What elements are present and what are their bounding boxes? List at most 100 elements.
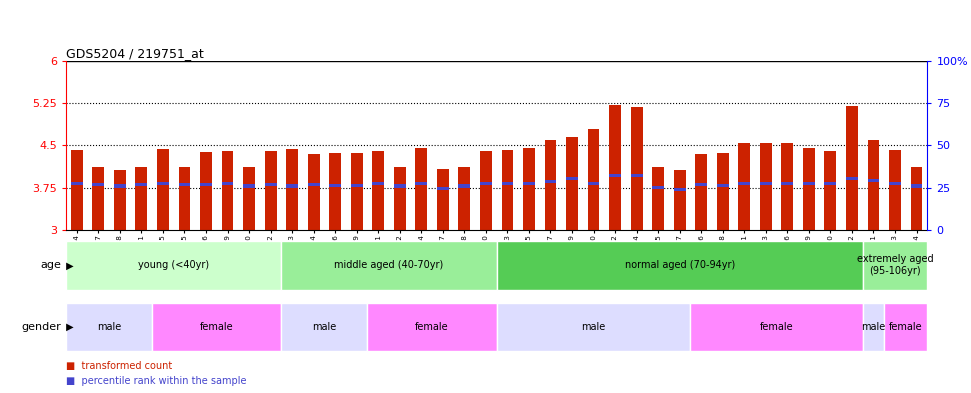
Bar	[114, 184, 126, 187]
Bar	[911, 167, 922, 230]
Bar	[674, 170, 686, 230]
Bar	[523, 148, 535, 230]
Bar	[200, 152, 212, 230]
Bar	[179, 183, 190, 186]
Text: young (<40yr): young (<40yr)	[138, 260, 209, 270]
Bar	[480, 151, 492, 230]
Bar	[501, 150, 514, 230]
Text: gender: gender	[21, 322, 61, 332]
Bar	[885, 303, 927, 351]
Bar	[862, 241, 927, 290]
Bar	[545, 180, 556, 183]
Bar	[690, 303, 862, 351]
Text: female: female	[200, 322, 234, 332]
Bar	[286, 184, 298, 187]
Bar	[71, 182, 83, 185]
Bar	[889, 182, 901, 185]
Bar	[695, 154, 707, 230]
Bar	[824, 151, 836, 230]
Text: male: male	[582, 322, 606, 332]
Text: middle aged (40-70yr): middle aged (40-70yr)	[334, 260, 444, 270]
Bar	[394, 167, 406, 230]
Bar	[394, 184, 406, 187]
Bar	[862, 303, 885, 351]
Bar	[803, 148, 815, 230]
Bar	[282, 241, 497, 290]
Bar	[653, 186, 664, 189]
Text: ▶: ▶	[63, 322, 74, 332]
Bar	[803, 182, 815, 185]
Bar	[372, 182, 385, 185]
Bar	[867, 140, 880, 230]
Bar	[416, 182, 427, 185]
Bar	[282, 303, 367, 351]
Bar	[437, 169, 449, 230]
Text: male: male	[313, 322, 337, 332]
Bar	[265, 151, 277, 230]
Bar	[738, 143, 751, 230]
Text: ▶: ▶	[63, 260, 74, 270]
Bar	[243, 167, 255, 230]
Text: female: female	[759, 322, 793, 332]
Bar	[243, 184, 255, 187]
Bar	[308, 154, 319, 230]
Bar	[329, 153, 341, 230]
Text: male: male	[97, 322, 121, 332]
Bar	[372, 151, 385, 230]
Bar	[351, 184, 362, 187]
Bar	[782, 143, 793, 230]
Bar	[329, 184, 341, 187]
Bar	[889, 150, 901, 230]
Bar	[738, 182, 751, 185]
Bar	[523, 182, 535, 185]
Bar	[545, 140, 556, 230]
Bar	[179, 167, 190, 230]
Bar	[760, 143, 772, 230]
Bar	[824, 182, 836, 185]
Bar	[71, 150, 83, 230]
Text: female: female	[416, 322, 449, 332]
Bar	[501, 182, 514, 185]
Bar	[265, 183, 277, 186]
Bar	[458, 167, 470, 230]
Bar	[114, 170, 126, 230]
Bar	[566, 177, 578, 180]
Bar	[717, 184, 728, 187]
Bar	[200, 183, 212, 186]
Bar	[157, 149, 169, 230]
Bar	[587, 182, 599, 185]
Text: GDS5204 / 219751_at: GDS5204 / 219751_at	[66, 47, 204, 60]
Bar	[566, 137, 578, 230]
Bar	[609, 105, 621, 230]
Bar	[631, 174, 643, 177]
Bar	[92, 183, 104, 186]
Bar	[367, 303, 497, 351]
Bar	[66, 303, 152, 351]
Bar	[221, 182, 233, 185]
Bar	[717, 153, 728, 230]
Bar	[152, 303, 282, 351]
Text: ■  transformed count: ■ transformed count	[66, 361, 172, 371]
Bar	[308, 183, 319, 186]
Bar	[846, 177, 857, 180]
Bar	[92, 167, 104, 230]
Bar	[221, 151, 233, 230]
Bar	[653, 167, 664, 230]
Bar	[480, 182, 492, 185]
Bar	[66, 241, 282, 290]
Text: ■  percentile rank within the sample: ■ percentile rank within the sample	[66, 376, 247, 386]
Bar	[458, 184, 470, 187]
Bar	[497, 303, 690, 351]
Text: female: female	[889, 322, 922, 332]
Bar	[497, 241, 862, 290]
Bar	[782, 182, 793, 185]
Bar	[911, 184, 922, 187]
Bar	[609, 174, 621, 177]
Bar	[587, 129, 599, 230]
Text: male: male	[861, 322, 886, 332]
Bar	[631, 107, 643, 230]
Bar	[760, 182, 772, 185]
Text: extremely aged
(95-106yr): extremely aged (95-106yr)	[856, 255, 933, 276]
Bar	[286, 149, 298, 230]
Bar	[136, 167, 148, 230]
